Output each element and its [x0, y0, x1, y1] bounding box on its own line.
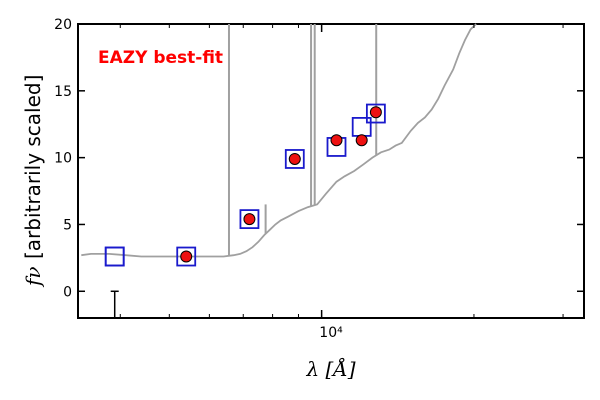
x-tick-label: 10⁴: [319, 325, 343, 341]
observed-point: [180, 250, 193, 263]
model-box: [104, 246, 125, 267]
x-axis-label: λ [Å]: [305, 356, 355, 381]
y-tick-label: 15: [54, 84, 72, 100]
y-axis-symbol: fν: [21, 266, 45, 288]
model-box: [365, 103, 386, 124]
y-tick-label: 20: [54, 17, 72, 33]
template-spikes-layer: [227, 24, 378, 256]
observed-point: [330, 134, 343, 147]
plot-frame: [77, 23, 585, 319]
y-tick-label: 10: [54, 151, 72, 167]
upper-limit-layer: [110, 290, 119, 318]
observed-point: [355, 134, 368, 147]
plot-area: 0 5 10 15 20: [54, 17, 585, 319]
template-line: [81, 23, 477, 258]
y-axis-title: [arbitrarily scaled]: [21, 75, 45, 259]
observed-point: [243, 213, 256, 226]
model-box: [176, 246, 197, 267]
observed-point: [369, 106, 382, 119]
y-ticks-layer: 0 5 10 15 20: [54, 17, 584, 300]
model-box: [351, 117, 372, 137]
model-box: [104, 246, 125, 267]
annotation-text: EAZY best-fit: [98, 48, 223, 68]
y-tick-label: 0: [63, 284, 72, 300]
observed-points-layer: [180, 106, 382, 263]
x-ticks-layer: [119, 24, 564, 318]
model-box: [284, 149, 305, 169]
y-tick-label: 5: [63, 217, 72, 233]
model-boxes-layer: [104, 103, 386, 267]
model-box: [239, 209, 260, 230]
y-axis-label: fν [arbitrarily scaled]: [21, 75, 45, 288]
observed-point: [288, 152, 301, 165]
